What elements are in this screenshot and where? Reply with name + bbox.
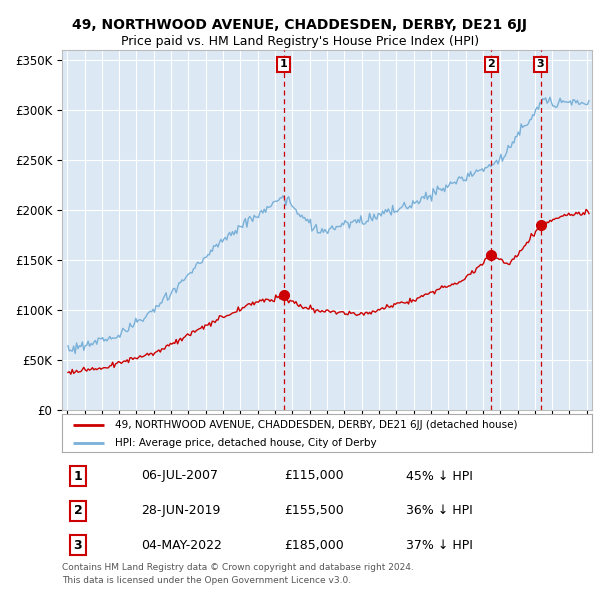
Text: This data is licensed under the Open Government Licence v3.0.: This data is licensed under the Open Gov… — [62, 576, 351, 585]
Text: Price paid vs. HM Land Registry's House Price Index (HPI): Price paid vs. HM Land Registry's House … — [121, 35, 479, 48]
Text: 3: 3 — [74, 539, 82, 552]
Text: 04-MAY-2022: 04-MAY-2022 — [142, 539, 223, 552]
Text: 49, NORTHWOOD AVENUE, CHADDESDEN, DERBY, DE21 6JJ (detached house): 49, NORTHWOOD AVENUE, CHADDESDEN, DERBY,… — [115, 419, 517, 430]
Text: 2: 2 — [74, 504, 82, 517]
Text: £115,000: £115,000 — [284, 470, 344, 483]
Text: 49, NORTHWOOD AVENUE, CHADDESDEN, DERBY, DE21 6JJ: 49, NORTHWOOD AVENUE, CHADDESDEN, DERBY,… — [73, 18, 527, 32]
Text: Contains HM Land Registry data © Crown copyright and database right 2024.: Contains HM Land Registry data © Crown c… — [62, 563, 414, 572]
Text: 06-JUL-2007: 06-JUL-2007 — [142, 470, 218, 483]
Text: £185,000: £185,000 — [284, 539, 344, 552]
Text: 3: 3 — [537, 60, 544, 70]
Text: 1: 1 — [74, 470, 82, 483]
Text: 36% ↓ HPI: 36% ↓ HPI — [407, 504, 473, 517]
Text: 45% ↓ HPI: 45% ↓ HPI — [407, 470, 473, 483]
Text: £155,500: £155,500 — [284, 504, 344, 517]
Text: 1: 1 — [280, 60, 287, 70]
Text: 2: 2 — [487, 60, 495, 70]
Text: 28-JUN-2019: 28-JUN-2019 — [142, 504, 221, 517]
Text: 37% ↓ HPI: 37% ↓ HPI — [407, 539, 473, 552]
Text: HPI: Average price, detached house, City of Derby: HPI: Average price, detached house, City… — [115, 438, 377, 447]
